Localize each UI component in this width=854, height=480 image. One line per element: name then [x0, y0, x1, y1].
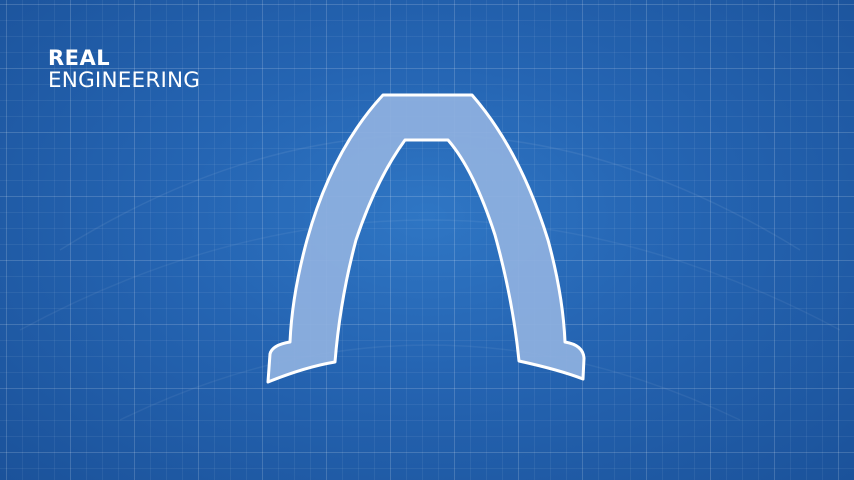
- real-engineering-logo: REAL ENGINEERING: [48, 48, 200, 92]
- arch-shape: [266, 93, 586, 384]
- logo-line-2: ENGINEERING: [48, 68, 201, 93]
- logo-line-1: REAL: [48, 46, 111, 70]
